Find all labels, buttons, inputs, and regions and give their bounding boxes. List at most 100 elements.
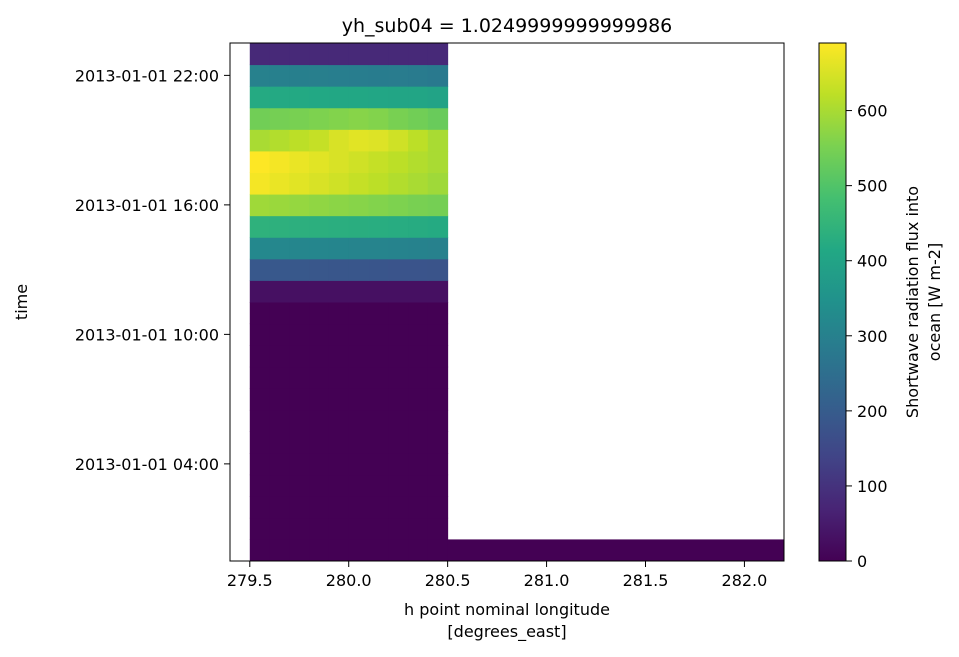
heatmap-cell <box>328 280 350 303</box>
heatmap-cell <box>309 129 330 152</box>
heatmap-cell <box>408 150 429 173</box>
heatmap-cell <box>408 64 429 87</box>
heatmap-cell <box>289 496 310 519</box>
heatmap-cell <box>388 64 409 87</box>
heatmap-cell <box>368 64 389 87</box>
heatmap-cell <box>328 43 350 66</box>
heatmap-cell <box>249 345 271 368</box>
heatmap-cell <box>289 388 310 411</box>
heatmap-cell <box>368 43 389 66</box>
heatmap-cell <box>388 345 409 368</box>
heatmap-cell <box>328 517 350 540</box>
heatmap-cell <box>427 43 449 66</box>
heatmap-cell <box>388 43 409 66</box>
colorbar <box>818 42 847 562</box>
heatmap-cell <box>348 107 369 130</box>
heatmap-cell <box>309 172 330 195</box>
heatmap-cell <box>348 345 369 368</box>
heatmap-cell <box>289 194 310 217</box>
heatmap-cell <box>388 388 409 411</box>
heatmap-cell <box>388 280 409 303</box>
heatmap-cell <box>328 496 350 519</box>
heatmap-cell <box>328 409 350 432</box>
heatmap-cell <box>289 366 310 389</box>
heatmap-cell <box>269 409 290 432</box>
heatmap-cell <box>289 107 310 130</box>
heatmap-cell <box>249 474 271 497</box>
heatmap-cell <box>368 280 389 303</box>
heatmap-cell <box>408 43 429 66</box>
heatmap-cell <box>427 431 449 454</box>
heatmap-cell <box>368 107 389 130</box>
heatmap-cell <box>368 388 389 411</box>
heatmap-cell <box>249 150 271 173</box>
heatmap-cell <box>427 302 449 325</box>
heatmap-cell <box>427 409 449 432</box>
heatmap-cell <box>348 496 369 519</box>
heatmap-cell <box>289 409 310 432</box>
heatmap-cell <box>328 302 350 325</box>
heatmap-cell <box>309 43 330 66</box>
heatmap-cell <box>289 323 310 346</box>
x-tick-label: 279.5 <box>227 571 273 590</box>
heatmap-cell <box>408 539 429 562</box>
heatmap-cell <box>289 453 310 476</box>
colorbar-tick-label: 200 <box>857 402 888 421</box>
heatmap-cell <box>368 453 389 476</box>
heatmap-cell <box>408 388 429 411</box>
heatmap-cell <box>348 86 369 109</box>
heatmap-cell <box>309 194 330 217</box>
heatmap-cell <box>408 129 429 152</box>
heatmap-cell <box>388 431 409 454</box>
heatmap-cell <box>249 258 271 281</box>
y-tick-label: 2013-01-01 22:00 <box>75 66 219 85</box>
heatmap-cell <box>269 215 290 238</box>
heatmap-cell <box>427 388 449 411</box>
heatmap-cell <box>249 280 271 303</box>
heatmap-cell <box>309 237 330 260</box>
heatmap-cell <box>289 280 310 303</box>
heatmap-cell <box>447 539 784 561</box>
heatmap-cell <box>309 302 330 325</box>
heatmap-cell <box>269 496 290 519</box>
heatmap-cell <box>368 323 389 346</box>
heatmap-cell <box>427 258 449 281</box>
x-tick-label: 281.5 <box>623 571 669 590</box>
heatmap-cell <box>269 237 290 260</box>
heatmap-cell <box>408 517 429 540</box>
heatmap-cell <box>368 172 389 195</box>
heatmap-cell <box>427 129 449 152</box>
heatmap-cell <box>249 453 271 476</box>
heatmap-cell <box>368 496 389 519</box>
heatmap-cell <box>309 107 330 130</box>
heatmap-cell <box>368 431 389 454</box>
heatmap-cell <box>309 539 330 562</box>
heatmap-cell <box>328 323 350 346</box>
heatmap-cell <box>328 194 350 217</box>
heatmap-cell <box>269 43 290 66</box>
heatmap-cell <box>368 517 389 540</box>
heatmap-cell <box>289 517 310 540</box>
heatmap-cell <box>289 474 310 497</box>
colorbar-label-line1: Shortwave radiation flux into <box>903 186 922 418</box>
heatmap-cell <box>249 64 271 87</box>
plot-frame <box>229 42 785 562</box>
heatmap-cell <box>269 150 290 173</box>
heatmap-cell <box>408 258 429 281</box>
heatmap-cell <box>249 388 271 411</box>
heatmap-cell <box>388 129 409 152</box>
heatmap-cell <box>427 215 449 238</box>
heatmap-cell <box>427 237 449 260</box>
heatmap-cell <box>408 280 429 303</box>
heatmap-cell <box>328 345 350 368</box>
heatmap-cell <box>249 539 271 562</box>
heatmap-cell <box>388 539 409 562</box>
heatmap-cell <box>249 517 271 540</box>
heatmap-cell <box>388 517 409 540</box>
heatmap-cell <box>269 129 290 152</box>
heatmap-cell <box>249 86 271 109</box>
heatmap-cell <box>269 302 290 325</box>
heatmap-cell <box>348 172 369 195</box>
heatmap-cell <box>269 431 290 454</box>
